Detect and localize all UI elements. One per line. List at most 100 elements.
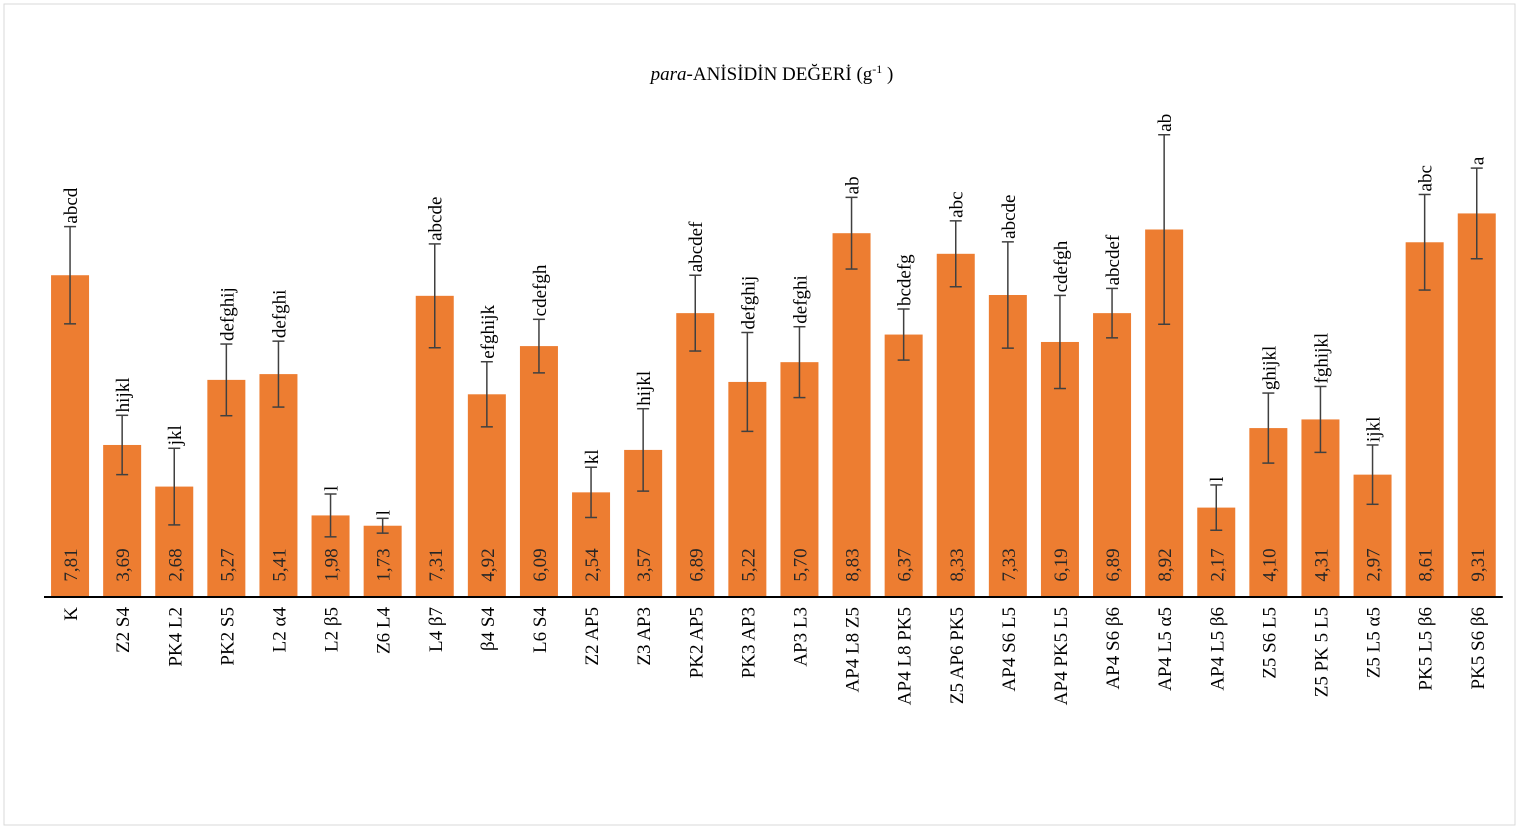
value-label: 4,31: [1311, 548, 1332, 581]
value-label: 2,68: [165, 548, 186, 581]
x-tick-label: PK2 AP5: [686, 607, 707, 678]
annotation: defghi: [790, 275, 811, 324]
bar: [1093, 313, 1132, 597]
annotation: jkl: [165, 425, 186, 446]
annotation: hijkl: [113, 377, 134, 412]
bar: [832, 233, 871, 598]
bar: [676, 313, 715, 597]
x-tick-label: AP4 L5 α5: [1155, 607, 1176, 691]
value-label: 9,31: [1468, 548, 1489, 581]
annotation: ab: [1155, 114, 1176, 132]
chart-title: para-ANİSİDİN DEĞERİ (g-1 ): [649, 62, 894, 85]
value-label: 7,31: [426, 548, 447, 581]
value-label: 5,27: [217, 548, 238, 581]
x-tick-label: PK3 AP3: [738, 607, 759, 678]
x-tick-label: Z5 PK 5 L5: [1311, 607, 1332, 697]
annotation: hijkl: [634, 371, 655, 406]
bar: [780, 362, 819, 597]
value-label: 5,22: [738, 548, 759, 581]
annotation: ijkl: [1364, 417, 1385, 442]
annotation: bcdefg: [895, 254, 916, 306]
annotation: fghijkl: [1311, 333, 1332, 384]
x-tick-label: AP4 S6 β6: [1103, 607, 1124, 690]
x-tick-label: Z5 L5 α5: [1364, 607, 1385, 678]
bar: [884, 334, 923, 597]
x-tick-label: K: [61, 607, 82, 621]
value-label: 1,98: [322, 548, 343, 581]
annotation: abcdef: [686, 221, 707, 272]
value-label: 2,97: [1364, 548, 1385, 581]
annotation: abcd: [61, 187, 82, 223]
annotation: abc: [1416, 165, 1437, 191]
annotation: l: [374, 510, 395, 515]
bar: [936, 253, 975, 597]
annotation: abcde: [999, 195, 1020, 239]
annotation: cdefgh: [1051, 240, 1072, 292]
value-label: 1,73: [374, 548, 395, 581]
value-label: 5,70: [790, 548, 811, 581]
annotation: l: [322, 486, 343, 491]
x-tick-label: L2 α4: [269, 607, 290, 653]
value-label: 8,92: [1155, 548, 1176, 581]
x-tick-label: L6 S4: [530, 607, 551, 653]
value-label: 6,89: [686, 548, 707, 581]
x-tick-label: AP4 PK5 L5: [1051, 607, 1072, 705]
annotation: ghijkl: [1259, 346, 1280, 390]
value-label: 6,09: [530, 548, 551, 581]
x-tick-label: Z2 S4: [113, 607, 134, 653]
annotation: abcde: [426, 197, 447, 241]
title-part: para: [649, 64, 687, 85]
bar: [363, 525, 402, 597]
x-tick-label: PK5 L5 β6: [1416, 607, 1437, 691]
x-tick-label: AP4 L5 β6: [1207, 607, 1228, 691]
x-tick-label: Z3 AP3: [634, 607, 655, 666]
annotation: ab: [843, 176, 864, 194]
value-label: 8,33: [947, 548, 968, 581]
annotation: a: [1468, 156, 1489, 165]
value-label: 8,83: [843, 548, 864, 581]
value-label: 4,10: [1259, 548, 1280, 581]
annotation: defghi: [269, 290, 290, 339]
title-part: -1: [872, 62, 882, 76]
value-label: 6,89: [1103, 548, 1124, 581]
bar: [1457, 213, 1496, 598]
x-tick-label: AP4 L8 Z5: [843, 607, 864, 693]
bar: [519, 346, 558, 597]
value-label: 7,81: [61, 548, 82, 581]
bar: [1405, 242, 1444, 597]
value-label: 4,92: [478, 548, 499, 581]
value-label: 7,33: [999, 548, 1020, 581]
x-tick-label: β4 S4: [478, 607, 499, 651]
value-label: 2,54: [582, 548, 603, 582]
value-label: 6,19: [1051, 548, 1072, 581]
value-label: 6,37: [895, 548, 916, 581]
x-tick-label: Z2 AP5: [582, 607, 603, 666]
bar: [51, 275, 90, 597]
value-label: 3,57: [634, 548, 655, 581]
x-tick-label: L4 β7: [426, 607, 447, 652]
x-tick-label: Z5 S6 L5: [1259, 607, 1280, 679]
x-tick-label: Z6 L4: [374, 607, 395, 654]
x-tick-label: PK4 L2: [165, 607, 186, 667]
x-tick-label: AP3 L3: [790, 607, 811, 667]
bar: [467, 394, 506, 597]
annotation: kl: [582, 449, 603, 464]
annotation: l: [1207, 477, 1228, 482]
value-label: 5,41: [269, 548, 290, 581]
annotation: defghij: [738, 276, 759, 330]
x-tick-label: PK2 S5: [217, 607, 238, 666]
x-tick-label: AP4 L8 PK5: [895, 607, 916, 705]
value-label: 3,69: [113, 548, 134, 581]
annotation: defghij: [217, 287, 238, 341]
value-label: 8,61: [1416, 548, 1437, 581]
x-tick-label: Z5 AP6 PK5: [947, 607, 968, 704]
annotation: abcdef: [1103, 234, 1124, 285]
title-part: -ANİSİDİN DEĞERİ (g: [687, 63, 873, 85]
x-tick-label: PK5 S6 β6: [1468, 607, 1489, 690]
value-label: 2,17: [1207, 548, 1228, 581]
title-part: ): [882, 64, 893, 85]
annotation: abc: [947, 191, 968, 217]
x-tick-label: AP4 S6 L5: [999, 607, 1020, 691]
annotation: efghijk: [478, 304, 499, 358]
